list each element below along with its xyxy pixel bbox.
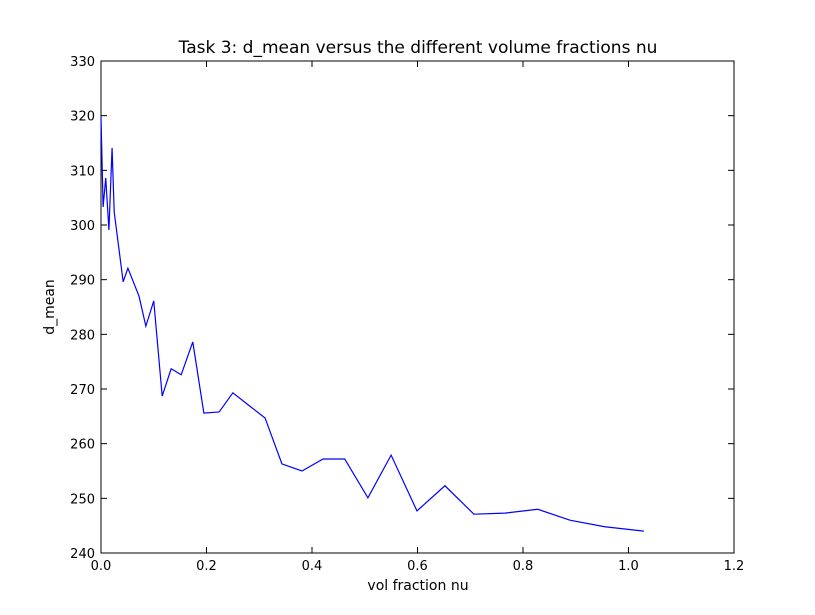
x-tick-label: 0.0 (91, 559, 112, 574)
y-tick-label: 310 (70, 164, 95, 179)
x-tick-label: 0.2 (196, 559, 217, 574)
x-tick-label: 0.6 (407, 559, 428, 574)
y-tick-label: 240 (70, 547, 95, 562)
y-tick-label: 280 (70, 328, 95, 343)
chart-title: Task 3: d_mean versus the different volu… (178, 38, 658, 58)
y-tick-label: 270 (70, 383, 95, 398)
x-tick-label: 1.0 (618, 559, 639, 574)
x-tick-label: 0.4 (302, 559, 323, 574)
y-tick-label: 250 (70, 492, 95, 507)
x-axis-label: vol fraction nu (367, 578, 468, 594)
y-tick-label: 260 (70, 438, 95, 453)
data-line (100, 116, 644, 532)
y-tick-label: 300 (70, 219, 95, 234)
x-tick-label: 0.8 (513, 559, 534, 574)
y-tick-label: 290 (70, 274, 95, 289)
y-axis-label: d_mean (42, 279, 58, 335)
y-tick-label: 320 (70, 110, 95, 125)
y-tick-label: 330 (70, 55, 95, 70)
x-tick-label: 1.2 (724, 559, 745, 574)
